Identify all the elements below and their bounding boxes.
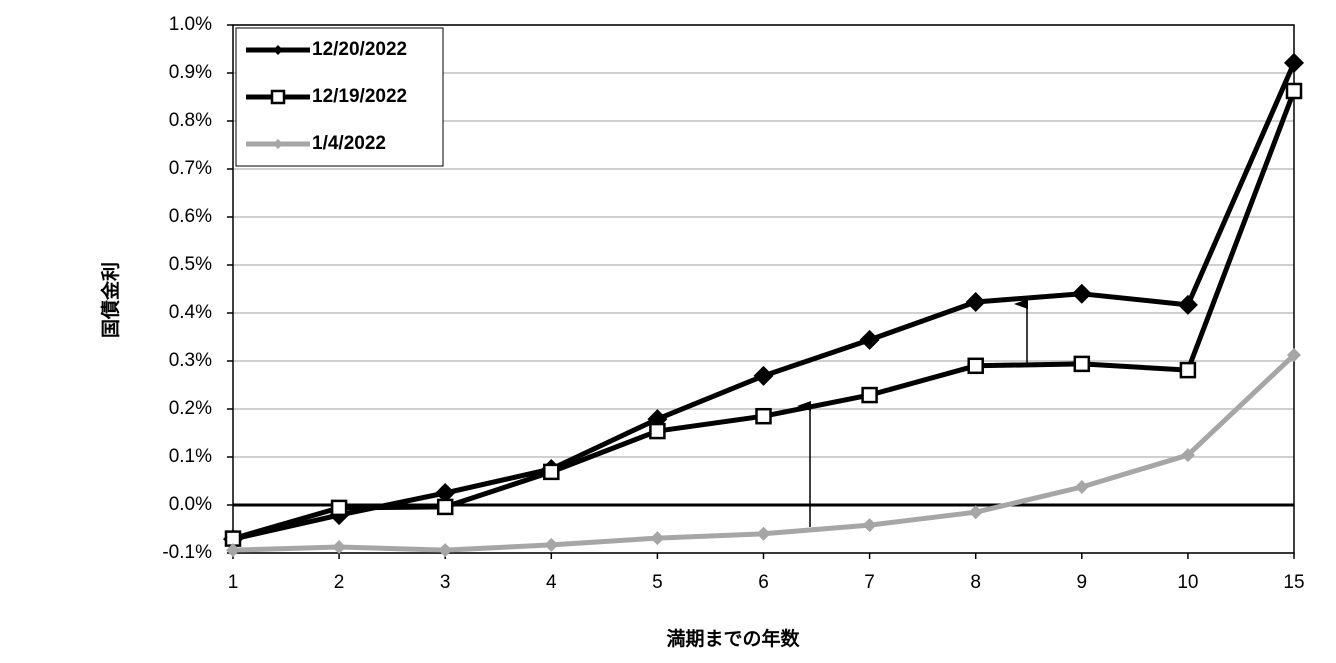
diamond-marker <box>226 543 240 558</box>
diamond-marker <box>968 505 983 520</box>
x-tick-label: 1 <box>228 572 239 593</box>
diamond-marker <box>965 291 986 312</box>
diamond-marker <box>650 531 665 546</box>
y-tick-label: -0.1% <box>162 542 212 563</box>
x-tick-label: 4 <box>546 572 557 593</box>
x-tick-label: 3 <box>440 572 451 593</box>
legend-label: 12/20/2022 <box>312 39 407 60</box>
diamond-marker <box>273 45 283 55</box>
x-tick-label: 2 <box>334 572 345 593</box>
y-tick-label: 1.0% <box>169 14 212 35</box>
square-marker <box>270 89 286 105</box>
y-tick-label: 0.3% <box>169 350 212 371</box>
diamond-marker <box>756 526 771 541</box>
diamond-marker <box>862 518 877 533</box>
x-tick-label: 5 <box>652 572 663 593</box>
x-tick-label: 15 <box>1283 572 1304 593</box>
square-marker <box>649 422 666 440</box>
square-marker <box>1285 82 1303 100</box>
y-tick-label: 0.9% <box>169 62 212 83</box>
y-tick-label: 0.1% <box>169 446 212 467</box>
y-axis-title: 国債金利 <box>99 262 122 338</box>
legend-label: 12/19/2022 <box>312 86 407 107</box>
y-tick-label: 0.6% <box>169 206 212 227</box>
diamond-marker <box>753 365 774 386</box>
diamond-marker <box>438 543 453 558</box>
square-marker <box>330 499 348 517</box>
diamond-marker <box>1071 283 1092 304</box>
square-marker <box>755 407 772 425</box>
y-tick-label: 0.2% <box>169 398 212 419</box>
square-marker <box>1179 361 1197 379</box>
y-tick-label: 0.8% <box>169 110 212 131</box>
diamond-marker <box>332 540 347 554</box>
legend-label: 1/4/2022 <box>312 133 386 154</box>
x-tick-label: 10 <box>1177 572 1198 593</box>
diamond-marker <box>1177 294 1198 315</box>
diamond-marker <box>435 483 456 503</box>
square-marker <box>436 498 454 516</box>
diamond-marker <box>1180 448 1195 463</box>
x-axis-title: 満期までの年数 <box>666 627 800 650</box>
square-marker <box>861 386 878 404</box>
x-tick-label: 8 <box>970 572 981 593</box>
y-tick-label: 0.4% <box>169 302 212 323</box>
y-tick-label: 0.7% <box>169 158 212 179</box>
square-marker <box>543 463 560 481</box>
x-tick-label: 7 <box>864 572 875 593</box>
x-tick-label: 9 <box>1077 572 1088 593</box>
diamond-marker <box>1287 348 1301 362</box>
square-marker <box>967 357 984 375</box>
y-tick-label: 0.5% <box>169 254 212 275</box>
y-tick-label: 0.0% <box>169 494 212 515</box>
diamond-marker <box>1284 52 1304 73</box>
diamond-marker <box>859 329 880 350</box>
diamond-marker <box>544 537 559 552</box>
diamond-marker <box>273 139 283 149</box>
square-marker <box>1073 355 1091 373</box>
diamond-marker <box>1074 480 1089 494</box>
x-tick-label: 6 <box>758 572 769 593</box>
